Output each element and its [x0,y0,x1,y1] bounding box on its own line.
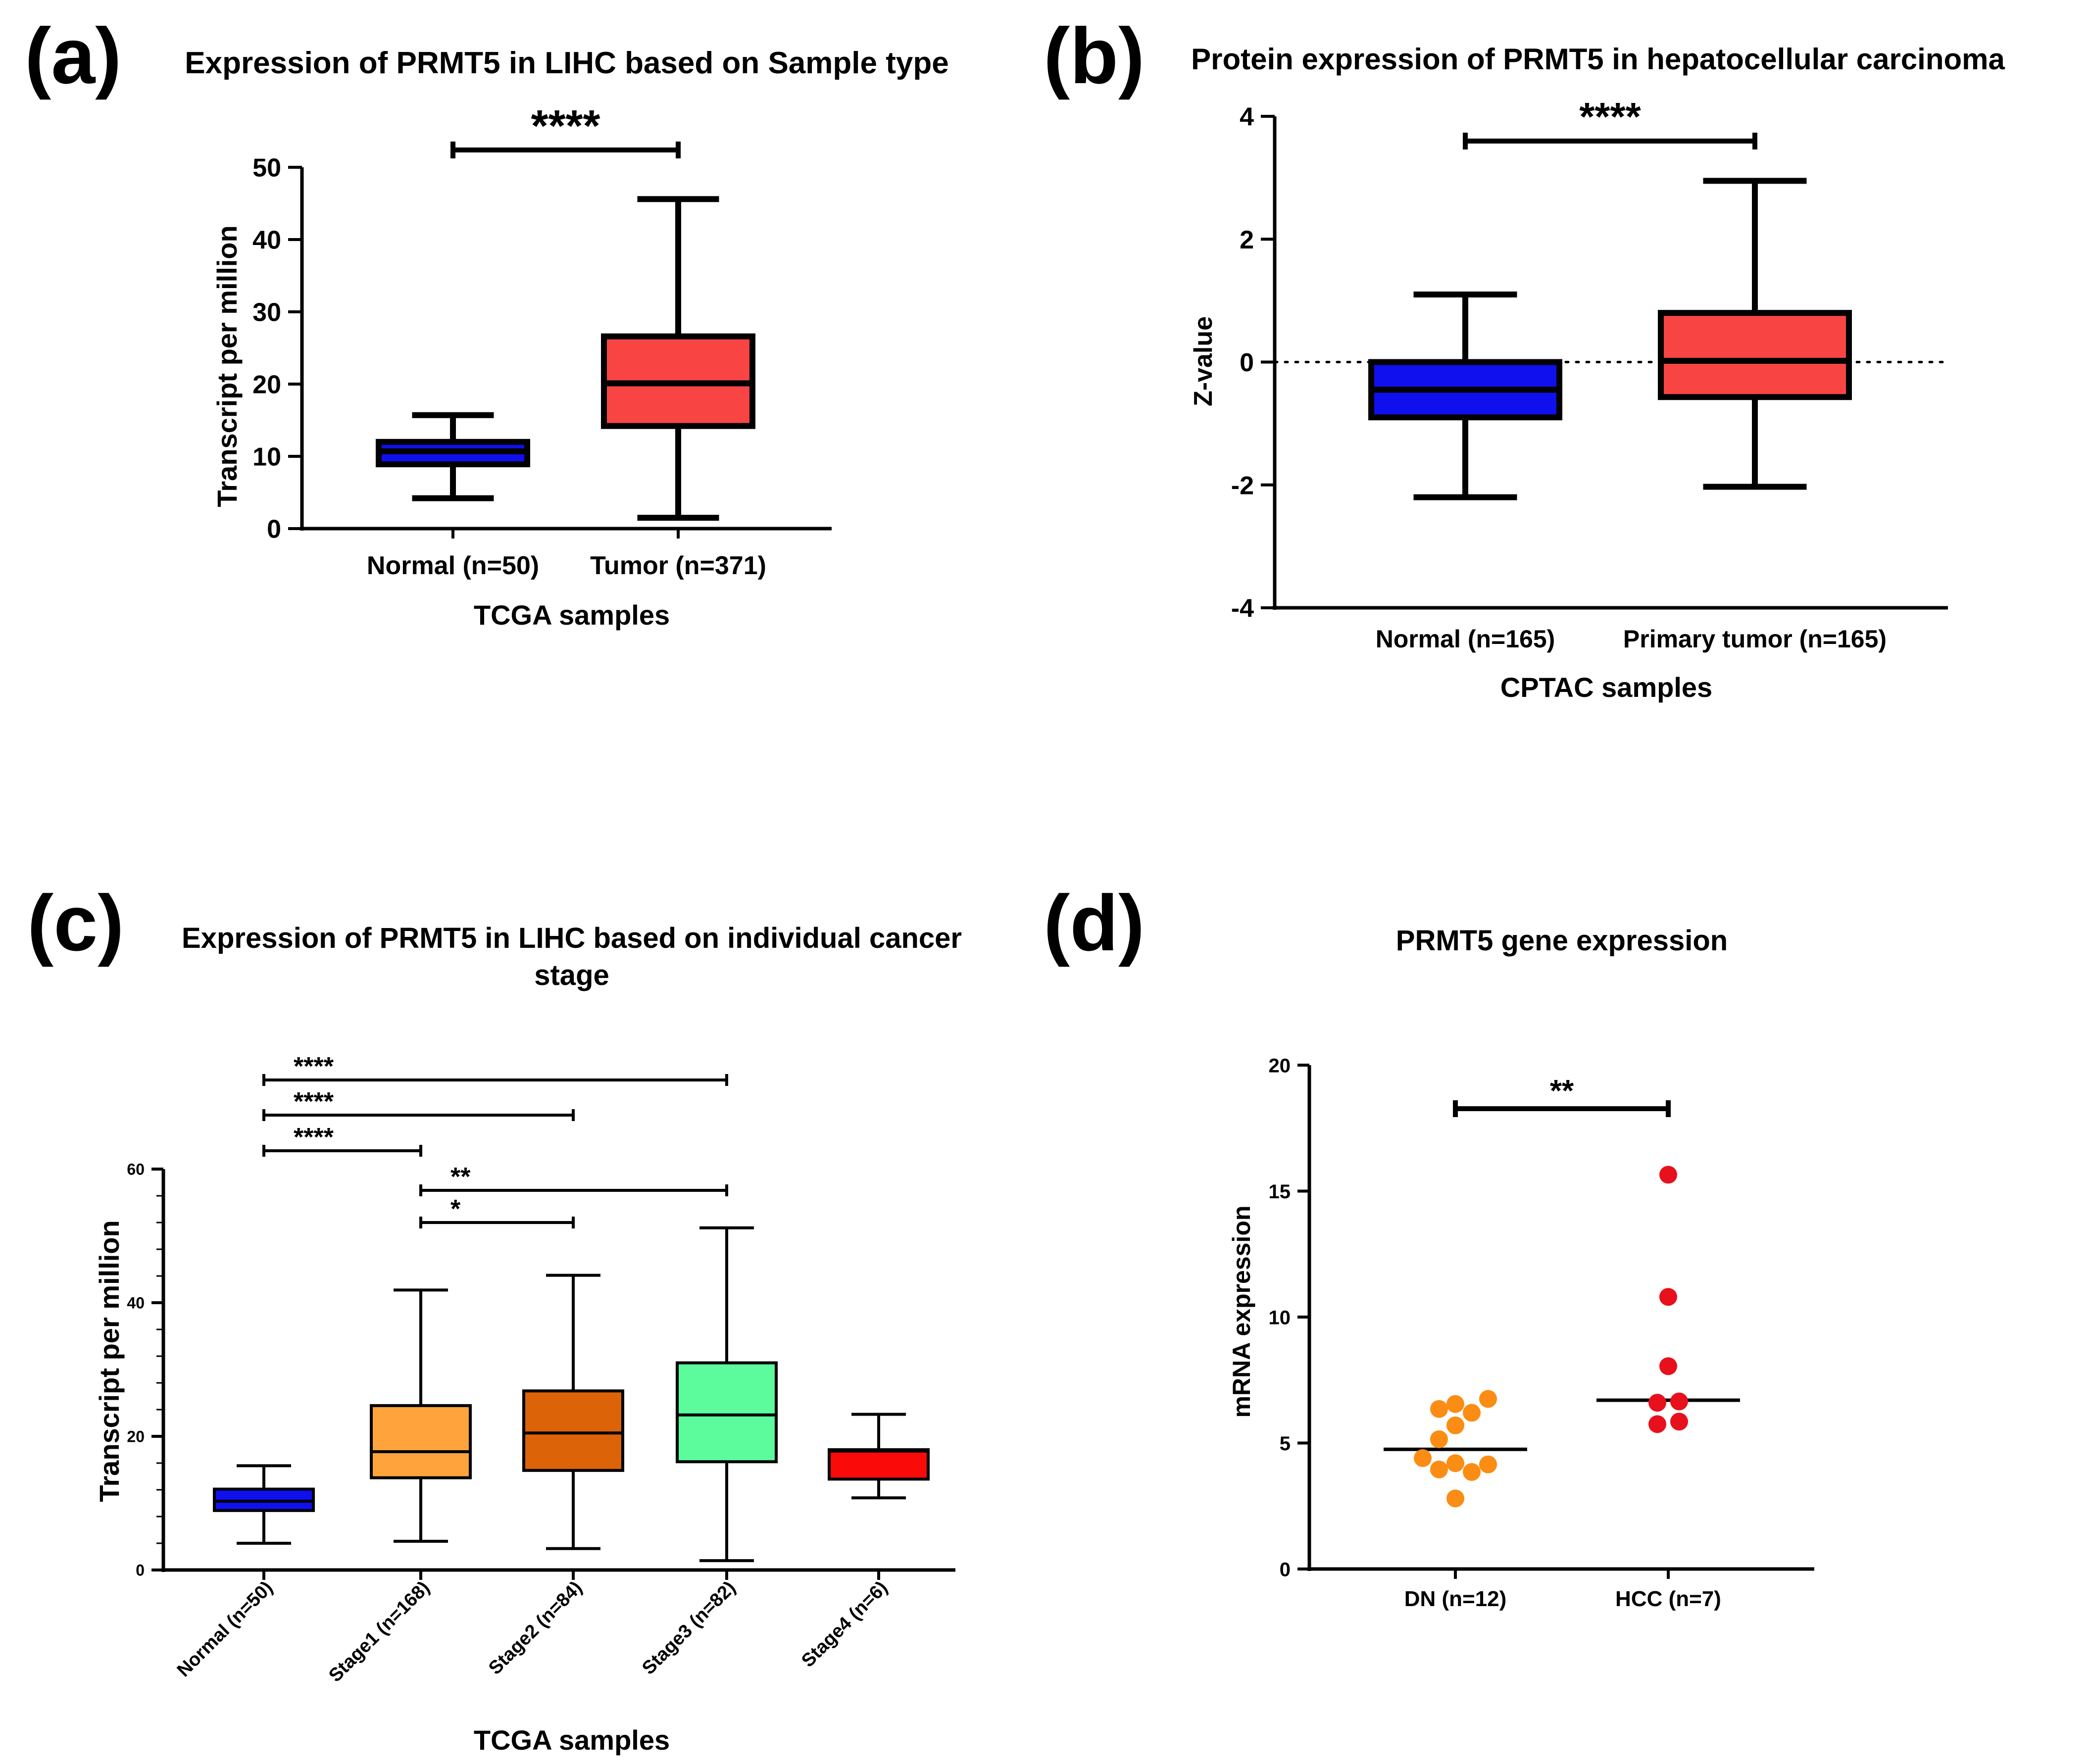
scatter-point [1430,1460,1448,1478]
scatter-point [1659,1357,1677,1375]
box-4 [676,1361,778,1464]
significance-label: **** [294,1087,334,1116]
y-tick-label: 20 [252,371,281,399]
y-tick-label: 0 [267,515,281,544]
panel-a-plot: 0 10 20 30 40 50 Normal (n=50) Tumor (n=371) ***… [252,101,832,580]
y-tick-label: 50 [252,154,281,183]
panel-a-xlabel: TCGA samples [474,599,670,631]
y-tick-label: 20 [1269,1055,1291,1077]
panel-d-title: PRMT5 gene expression [1396,925,1728,957]
significance-label: **** [1579,95,1641,139]
panel-b-title: Protein expression of PRMT5 in hepatocel… [1191,43,2005,76]
scatter-point [1463,1404,1481,1422]
y-tick-label: 40 [252,226,281,255]
x-tick-label: Primary tumor (n=165) [1623,625,1887,653]
y-tick-label: 30 [252,298,281,327]
x-tick-label: Normal (n=50) [367,551,539,580]
scatter-point [1670,1413,1688,1431]
panel-a: Expression of PRMT5 in LIHC based on Sam… [185,46,948,631]
scatter-point [1479,1455,1497,1473]
panel-c: Expression of PRMT5 in LIHC based on ind… [94,922,962,1756]
panel-d-ylabel: mRNA expression [1228,1206,1255,1418]
scatter-point [1446,1416,1464,1434]
panel-b-xlabel: CPTAC samples [1500,672,1712,703]
y-tick-label: -2 [1231,471,1254,500]
panel-c-title-line-1: Expression of PRMT5 in LIHC based on ind… [182,922,962,954]
y-tick-label: 0 [136,1562,145,1579]
x-tick-label: Stage4 (n=6) [797,1577,892,1671]
panel-b: Protein expression of PRMT5 in hepatocel… [1189,43,2005,703]
significance-label: * [450,1195,461,1224]
panel-letter-d: (d) [1044,879,1145,967]
scatter-point [1463,1463,1481,1481]
box-3 [522,1389,624,1472]
panel-letter-c: (c) [27,879,124,967]
scatter-point [1479,1390,1497,1408]
y-tick-label: 10 [1269,1307,1291,1328]
scatter-point [1648,1394,1666,1412]
scatter-point [1430,1400,1448,1418]
y-tick-label: 5 [1280,1433,1291,1455]
panel-b-plot: -4 -2 0 2 4 Normal (n=165) Primary tumor (n=16… [1231,95,1949,653]
x-tick-label: Normal (n=50) [173,1577,277,1681]
y-tick-label: 2 [1240,226,1254,254]
significance-label: ** [450,1163,471,1191]
y-tick-label: 60 [127,1161,145,1178]
x-tick-label: Stage2 (n=84) [485,1577,586,1679]
y-tick-label: 0 [1240,348,1254,377]
scatter-point [1446,1489,1464,1508]
scatter-point [1659,1288,1677,1306]
panel-letter-a: (a) [25,11,122,100]
scatter-point [1430,1430,1448,1448]
x-tick-label: Stage3 (n=82) [638,1577,740,1679]
box-2 [370,1404,472,1479]
y-tick-label: 0 [1280,1559,1291,1580]
scatter-point [1648,1415,1666,1433]
panel-d-plot: 0 5 10 15 20 DN (n=12) HCC (n=7) ** [1269,1055,1814,1611]
significance-label: **** [531,101,600,151]
significance-label: **** [294,1123,334,1152]
x-tick-label: Normal (n=165) [1376,625,1555,653]
significance-label: ** [1550,1074,1574,1108]
scatter-point [1670,1392,1688,1411]
panel-b-ylabel: Z-value [1189,316,1218,406]
panel-letter-b: (b) [1044,11,1145,100]
y-tick-label: 20 [127,1428,145,1446]
y-tick-label: -4 [1231,594,1254,623]
panel-d: PRMT5 gene expression 0 5 10 15 20 DN (n=12) H… [1228,925,1814,1611]
panel-a-title: Expression of PRMT5 in LIHC based on Sam… [185,46,948,80]
y-tick-label: 40 [127,1294,145,1312]
y-tick-label: 15 [1269,1181,1291,1203]
scatter-point [1446,1395,1464,1413]
x-tick-label: DN (n=12) [1404,1587,1507,1611]
panel-c-plot: 0 20 40 60 Normal (n=50) Stage1 (n=168) Stage2… [127,1052,955,1686]
significance-label: **** [294,1052,334,1081]
scatter-point [1659,1166,1677,1184]
scatter-point [1446,1454,1464,1472]
panel-c-ylabel: Transcript per million [94,1220,125,1502]
y-tick-label: 4 [1240,103,1254,132]
panel-a-ylabel: Transcript per million [211,225,243,507]
panel-c-xlabel: TCGA samples [474,1724,670,1756]
scatter-point [1414,1449,1432,1468]
y-tick-label: 10 [252,443,281,472]
box-2 [1658,310,1852,400]
x-tick-label: Stage1 (n=168) [325,1577,434,1686]
x-tick-label: Tumor (n=371) [590,551,766,580]
x-tick-label: HCC (n=7) [1615,1587,1721,1611]
panel-c-title-line-2: stage [534,959,609,991]
box-5 [828,1448,930,1481]
